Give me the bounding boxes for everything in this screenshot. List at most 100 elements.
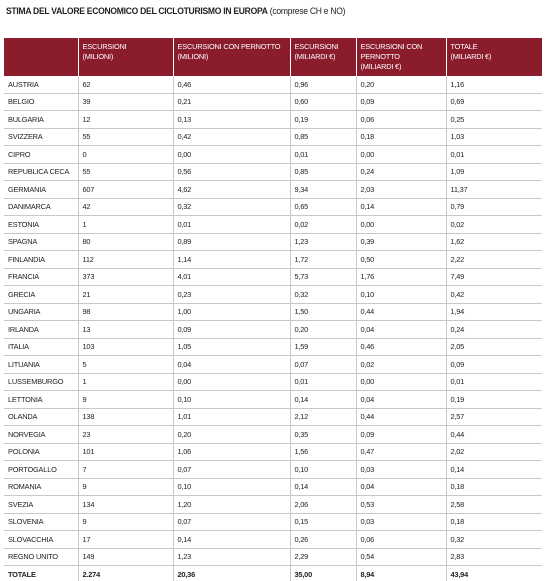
value-cell: 373 [77,268,173,286]
data-table: ESCURSIONI (MILIONI) ESCURSIONI CON PERNOT… [4,38,542,581]
country-cell: UNGARIA [4,303,78,321]
value-cell: 0 [77,145,173,164]
table-row: SVEZIA 134 1,20 2,06 0,53 2,58 [4,495,542,514]
value-cell: 7,49 [445,268,542,286]
table-row: SLOVACCHIA 17 0,14 0,26 0,06 0,32 [4,530,542,549]
value-cell: 5 [77,355,173,374]
value-cell: 0,03 [355,460,446,479]
country-cell: DANIMARCA [4,198,78,216]
value-cell: 0,04 [355,390,446,409]
value-cell: 0,44 [355,408,446,426]
value-cell: 0,06 [355,110,446,129]
value-cell: 2,83 [445,548,542,566]
title: STIMA DEL VALORE ECONOMICO DEL CICLOTURI… [6,6,345,17]
value-cell: 2,12 [289,408,356,426]
value-cell: 17 [77,530,173,549]
table-row: REGNO UNITO 149 1,23 2,29 0,54 2,83 [4,548,542,566]
table-row: PORTOGALLO 7 0,07 0,10 0,03 0,14 [4,460,542,479]
value-cell: 0,10 [172,390,290,409]
value-cell: 149 [77,548,173,566]
value-cell: 0,23 [172,285,290,304]
table-row: BULGARIA 12 0,13 0,19 0,06 0,25 [4,110,542,129]
value-cell: 0,01 [445,373,542,391]
value-cell: 0,07 [172,460,290,479]
value-cell: 0,07 [289,355,356,374]
country-cell: CIPRO [4,145,78,164]
value-cell: 0,04 [355,478,446,496]
value-cell: 0,20 [355,76,446,94]
table-row: FRANCIA 373 4,01 5,73 1,76 7,49 [4,268,542,286]
value-cell: 2,29 [289,548,356,566]
value-cell: 1 [77,373,173,391]
value-cell: 2,05 [445,338,542,356]
value-cell: 2,57 [445,408,542,426]
value-cell: 0,13 [172,110,290,129]
value-cell: 0,14 [445,460,542,479]
table-row: POLONIA 101 1,06 1,56 0,47 2,02 [4,443,542,461]
value-cell: 0,02 [355,355,446,374]
value-cell: 1,03 [445,128,542,146]
header-line: ESCURSIONI [294,42,339,51]
value-cell: 1 [77,215,173,234]
value-cell: 1,06 [172,443,290,461]
value-cell: 0,46 [355,338,446,356]
value-cell: 0,25 [445,110,542,129]
table-row: NORVEGIA 23 0,20 0,35 0,09 0,44 [4,425,542,444]
value-cell: 5,73 [289,268,356,286]
header-row: ESCURSIONI (MILIONI) ESCURSIONI CON PERNOT… [4,38,542,76]
header-cell: ESCURSIONI CON PERNOTTO (MILIARDI €) [355,38,446,76]
value-cell: 0,35 [289,425,356,444]
total-label: TOTALE [4,565,78,581]
value-cell: 0,09 [355,425,446,444]
table-body: AUSTRIA 62 0,46 0,96 0,20 1,16 BELGIO 39 0,21 0,6… [4,76,542,581]
header-cell [4,38,78,76]
value-cell: 1,23 [172,548,290,566]
value-cell: 138 [77,408,173,426]
value-cell: 0,18 [355,128,446,146]
value-cell: 0,32 [172,198,290,216]
value-cell: 0,69 [445,93,542,111]
value-cell: 7 [77,460,173,479]
value-cell: 1,59 [289,338,356,356]
value-cell: 0,19 [445,390,542,409]
value-cell: 0,42 [445,285,542,304]
value-cell: 0,65 [289,198,356,216]
value-cell: 0,09 [355,93,446,111]
table-row: SPAGNA 80 0,89 1,23 0,39 1,62 [4,233,542,251]
country-cell: PORTOGALLO [4,460,78,479]
header-line: ESCURSIONI [82,42,127,51]
country-cell: BELGIO [4,93,78,111]
total-cell: 43,94 [445,565,542,581]
value-cell: 1,76 [355,268,446,286]
value-cell: 0,60 [289,93,356,111]
value-cell: 112 [77,250,173,269]
value-cell: 0,85 [289,128,356,146]
value-cell: 80 [77,233,173,251]
value-cell: 0,01 [289,373,356,391]
country-cell: IRLANDA [4,320,78,339]
value-cell: 1,16 [445,76,542,94]
value-cell: 0,10 [172,478,290,496]
value-cell: 0,56 [172,163,290,181]
header-line: TOTALE [450,42,478,51]
value-cell: 1,62 [445,233,542,251]
value-cell: 0,01 [172,215,290,234]
value-cell: 0,18 [445,478,542,496]
header-cell: ESCURSIONI CON PERNOTTO (MILIONI) [172,38,290,76]
value-cell: 101 [77,443,173,461]
value-cell: 2,02 [445,443,542,461]
value-cell: 0,18 [445,513,542,531]
header-cell: TOTALE (MILIARDI €) [445,38,542,76]
value-cell: 39 [77,93,173,111]
value-cell: 9 [77,390,173,409]
value-cell: 2,22 [445,250,542,269]
value-cell: 55 [77,128,173,146]
country-cell: LUSSEMBURGO [4,373,78,391]
value-cell: 0,50 [355,250,446,269]
title-main: STIMA DEL VALORE ECONOMICO DEL CICLOTURI… [6,6,268,17]
value-cell: 1,05 [172,338,290,356]
value-cell: 0,42 [172,128,290,146]
table-row: BELGIO 39 0,21 0,60 0,09 0,69 [4,93,542,111]
value-cell: 0,04 [172,355,290,374]
header-line: ESCURSIONI CON PERNOTTO [177,42,281,51]
